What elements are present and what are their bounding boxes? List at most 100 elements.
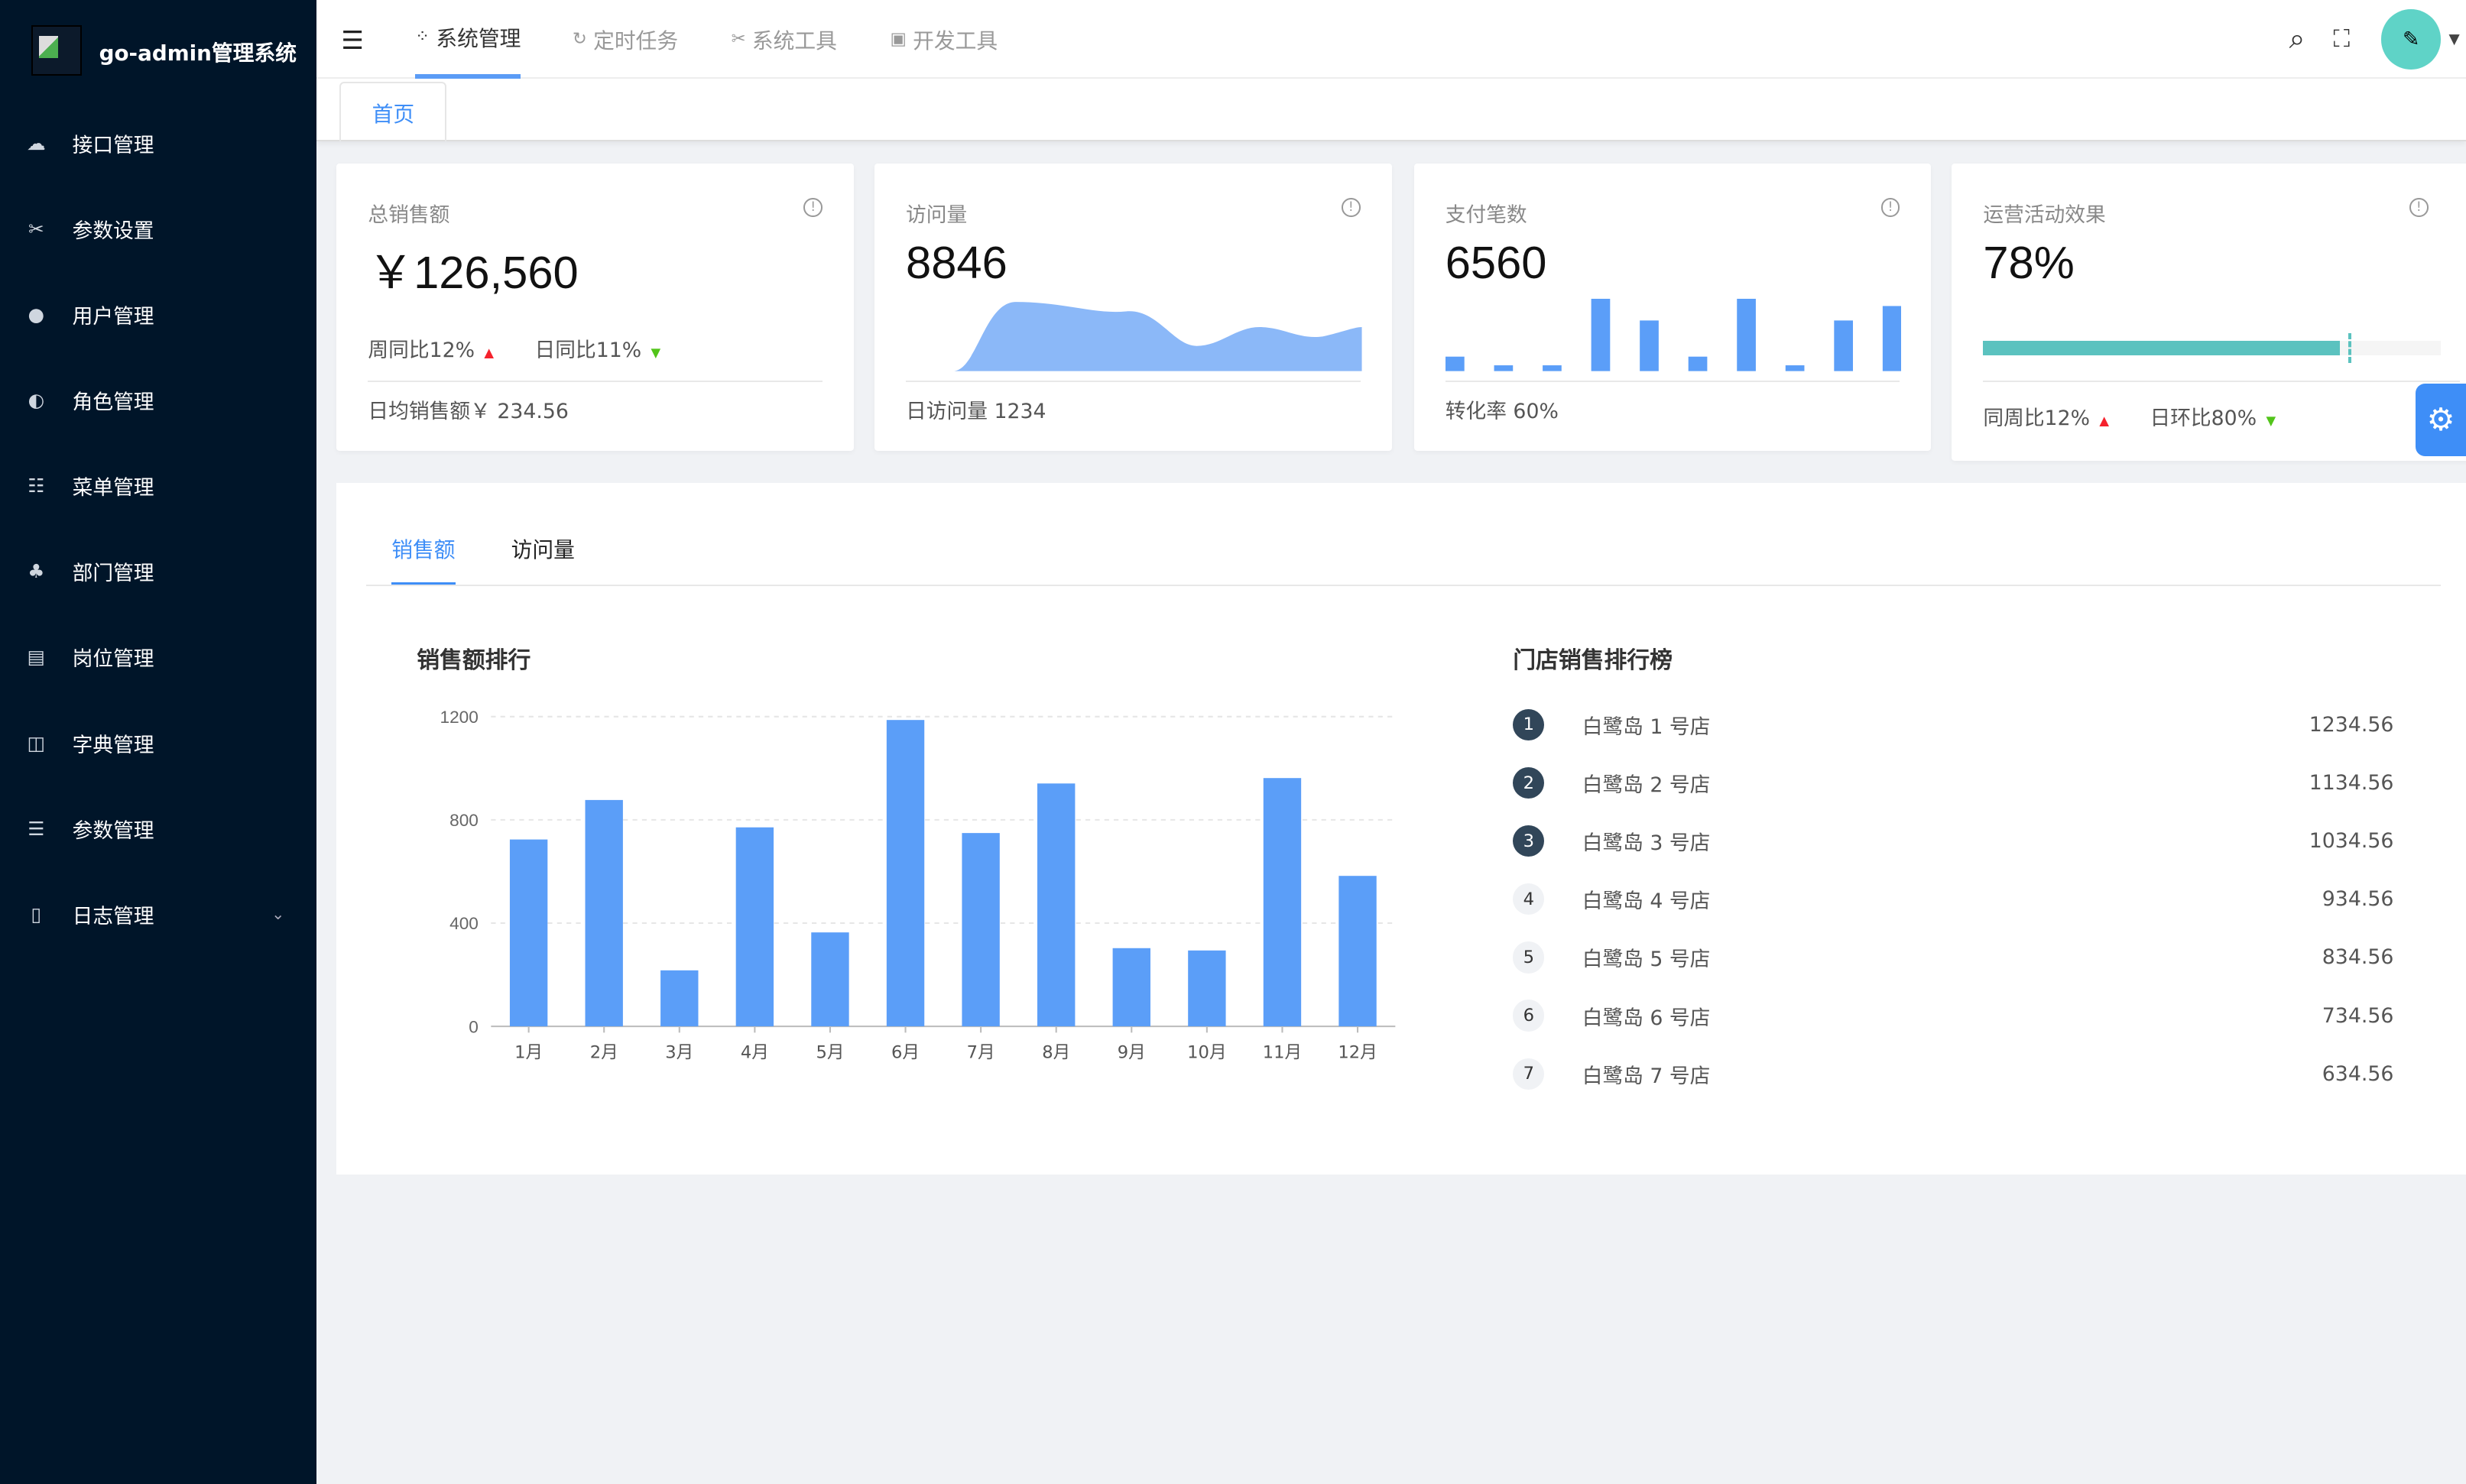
bar-3月 (660, 970, 699, 1027)
bar-1月 (509, 839, 547, 1027)
card-footer: 转化率 60% (1445, 400, 1559, 424)
payment-bar (1688, 356, 1708, 371)
user-icon: ● (28, 303, 45, 326)
info-icon[interactable]: ! (803, 198, 823, 217)
store-name: 白鹭岛 2 号店 (1582, 773, 1711, 798)
avatar[interactable]: ✎ (2381, 9, 2442, 70)
divider (368, 380, 823, 382)
bar-11月 (1263, 778, 1301, 1027)
info-icon[interactable]: ! (1341, 198, 1361, 217)
x-tick-label: 12月 (1338, 1043, 1377, 1063)
ranking-row: 5 白鹭岛 5 号店 834.56 (1513, 941, 2393, 974)
sidebar-item-6[interactable]: ▤ 岗位管理 (0, 626, 316, 689)
x-tick-label: 7月 (966, 1043, 995, 1063)
sidebar-toggle-icon[interactable]: ☰ (341, 24, 364, 55)
ranking-row: 1 白鹭岛 1 号店 1234.56 (1513, 708, 2394, 740)
card-value: 78% (1983, 236, 2075, 288)
settings-gear-button[interactable]: ⚙ (2416, 384, 2466, 456)
up-arrow-icon: ▲ (2099, 413, 2109, 428)
payments-bar-chart (1445, 298, 1902, 371)
card-total-sales: 总销售额 ! ￥126,560 周同比12% ▲ 日同比11% ▼ 日均销售额￥ 23… (336, 163, 855, 452)
sidebar-item-5[interactable]: ♣ 部门管理 (0, 540, 316, 603)
sidebar-item-label: 角色管理 (72, 390, 154, 415)
sidebar-item-8[interactable]: ☰ 参数管理 (0, 797, 316, 860)
rank-badge: 4 (1513, 883, 1545, 915)
sidebar-item-label: 用户管理 (72, 304, 154, 329)
tab-visits[interactable]: 访问量 (511, 537, 575, 563)
tag-home[interactable]: 首页 (339, 81, 447, 142)
sidebar-item-label: 参数管理 (72, 818, 154, 843)
visits-area (906, 302, 1362, 371)
caret-down-icon[interactable]: ▼ (2448, 31, 2460, 47)
ranking-title: 门店销售排行榜 (1513, 647, 1673, 675)
sidebar-item-label: 菜单管理 (72, 476, 154, 501)
week-trend: 同周比12% (1983, 406, 2090, 430)
x-tick-label: 1月 (514, 1043, 543, 1063)
bar-10月 (1187, 951, 1226, 1027)
sidebar-item-4[interactable]: ☷ 菜单管理 (0, 455, 316, 517)
payment-bar (1494, 365, 1513, 371)
progress-target-marker (2348, 333, 2351, 364)
payment-bar (1834, 320, 1853, 371)
x-tick-label: 5月 (816, 1043, 844, 1063)
card-title: 总销售额 (368, 203, 450, 228)
users-icon: ◐ (28, 389, 45, 412)
y-tick-label: 400 (449, 915, 479, 934)
card-value: ￥126,560 (368, 246, 579, 298)
topnav-2[interactable]: ✂ 系统工具 (732, 0, 837, 79)
bar-5月 (810, 932, 849, 1027)
card-campaign: 运营活动效果 ! 78% 同周比12% ▲ 日环比80% ▼ (1952, 163, 2466, 461)
tab-sales[interactable]: 销售额 (391, 533, 456, 586)
rank-badge: 6 (1513, 1000, 1545, 1032)
store-sales: 1134.56 (2309, 771, 2394, 795)
sidebar-item-7[interactable]: ◫ 字典管理 (0, 711, 316, 774)
sidebar-item-0[interactable]: ☁ 接口管理 (0, 112, 316, 174)
chevron-down-icon[interactable]: ⌄ (271, 905, 285, 924)
bar-2月 (585, 800, 623, 1027)
x-tick-label: 9月 (1117, 1043, 1145, 1063)
search-icon[interactable]: ⌕ (2289, 22, 2305, 56)
topnav-1[interactable]: ↻ 定时任务 (573, 0, 678, 79)
x-tick-label: 6月 (891, 1043, 920, 1063)
card-title: 访问量 (906, 203, 968, 228)
payment-bar (1591, 298, 1611, 371)
rank-badge: 7 (1513, 1058, 1545, 1090)
id-card-icon: ▤ (27, 646, 45, 669)
store-sales: 634.56 (2322, 1061, 2394, 1086)
payment-bar (1445, 356, 1465, 371)
payment-bar (1736, 298, 1756, 371)
payment-bar (1542, 365, 1562, 371)
topnav-0[interactable]: ⁘ 系统管理 (415, 0, 521, 79)
topnav-label: 系统工具 (751, 28, 837, 54)
card-visits: 访问量 ! 8846 日访问量 1234 (874, 163, 1392, 452)
store-name: 白鹭岛 1 号店 (1582, 714, 1711, 739)
info-icon[interactable]: ! (2409, 198, 2429, 217)
sidebar-item-label: 日志管理 (72, 904, 154, 928)
fullscreen-icon[interactable]: ⛶ (2333, 24, 2350, 53)
bar-4月 (735, 828, 774, 1027)
down-arrow-icon: ▼ (2266, 413, 2276, 428)
sidebar-item-9[interactable]: ▯ 日志管理 ⌄ (0, 883, 316, 945)
up-arrow-icon: ▲ (484, 345, 495, 361)
x-tick-label: 8月 (1042, 1043, 1070, 1063)
y-tick-label: 0 (469, 1018, 479, 1037)
divider (1445, 380, 1900, 382)
store-name: 白鹭岛 3 号店 (1582, 831, 1711, 856)
sidebar-item-label: 参数设置 (72, 219, 154, 243)
divider (1983, 380, 2460, 382)
sidebar-item-3[interactable]: ◐ 角色管理 (0, 368, 316, 431)
bar-9月 (1112, 948, 1150, 1027)
info-icon[interactable]: ! (1880, 198, 1900, 217)
sidebar-item-1[interactable]: ✂ 参数设置 (0, 197, 316, 260)
store-name: 白鹭岛 4 号店 (1582, 889, 1711, 914)
divider (906, 380, 1361, 382)
store-sales: 734.56 (2322, 1003, 2394, 1028)
topnav-3[interactable]: ▣ 开发工具 (890, 0, 998, 79)
payment-bar (1882, 306, 1902, 371)
sidebar-item-2[interactable]: ● 用户管理 (0, 283, 316, 345)
x-tick-label: 4月 (740, 1043, 768, 1063)
card-title: 运营活动效果 (1983, 203, 2106, 228)
clock-icon: ↻ (572, 29, 587, 50)
store-sales: 1234.56 (2309, 712, 2394, 737)
